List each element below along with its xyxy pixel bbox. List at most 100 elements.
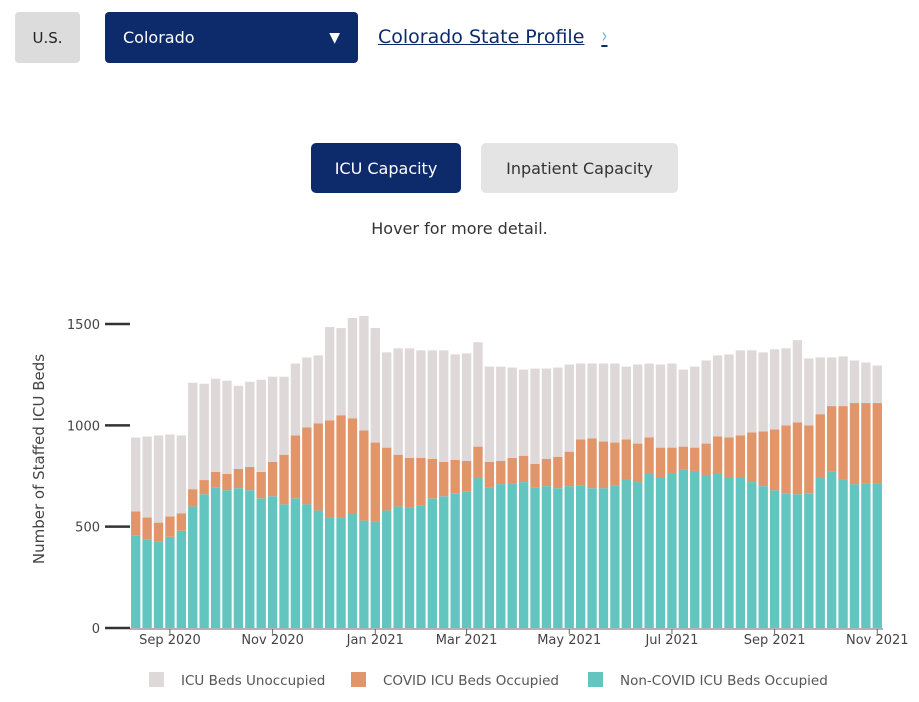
state-profile-link[interactable]: Colorado State Profile › [378, 24, 609, 49]
bar-icu-beds-unoccupied[interactable] [188, 382, 198, 490]
bar-covid-icu-beds-occupied[interactable] [484, 461, 495, 488]
bar-non-covid-icu-beds-occupied[interactable] [267, 496, 278, 628]
bar-covid-icu-beds-occupied[interactable] [872, 403, 882, 484]
bar-non-covid-icu-beds-occupied[interactable] [769, 490, 780, 628]
bar-non-covid-icu-beds-occupied[interactable] [678, 469, 689, 628]
tab-inpatient-capacity[interactable]: Inpatient Capacity [481, 143, 678, 193]
bar-covid-icu-beds-occupied[interactable] [233, 468, 244, 489]
bar-covid-icu-beds-occupied[interactable] [769, 429, 780, 491]
bar-icu-beds-unoccupied[interactable] [461, 353, 472, 461]
bar-covid-icu-beds-occupied[interactable] [279, 454, 289, 505]
bar-non-covid-icu-beds-occupied[interactable] [153, 541, 164, 628]
bar-non-covid-icu-beds-occupied[interactable] [747, 482, 757, 628]
bar-covid-icu-beds-occupied[interactable] [439, 461, 449, 497]
bar-non-covid-icu-beds-occupied[interactable] [838, 479, 848, 628]
bar-icu-beds-unoccupied[interactable] [245, 381, 255, 467]
bar-covid-icu-beds-occupied[interactable] [404, 457, 415, 508]
bar-non-covid-icu-beds-occupied[interactable] [781, 493, 791, 628]
bar-covid-icu-beds-occupied[interactable] [655, 447, 666, 478]
bar-non-covid-icu-beds-occupied[interactable] [575, 485, 586, 628]
bar-icu-beds-unoccupied[interactable] [199, 383, 209, 481]
bar-covid-icu-beds-occupied[interactable] [792, 422, 803, 495]
bar-icu-beds-unoccupied[interactable] [279, 376, 289, 455]
bar-covid-icu-beds-occupied[interactable] [188, 489, 198, 507]
bar-icu-beds-unoccupied[interactable] [256, 379, 266, 472]
bar-non-covid-icu-beds-occupied[interactable] [245, 490, 255, 628]
bar-non-covid-icu-beds-occupied[interactable] [690, 470, 700, 628]
bar-non-covid-icu-beds-occupied[interactable] [804, 493, 814, 628]
bar-non-covid-icu-beds-occupied[interactable] [712, 472, 723, 628]
bar-non-covid-icu-beds-occupied[interactable] [507, 483, 517, 628]
bar-non-covid-icu-beds-occupied[interactable] [439, 496, 449, 628]
bar-non-covid-icu-beds-occupied[interactable] [667, 473, 677, 628]
bar-non-covid-icu-beds-occupied[interactable] [382, 510, 392, 628]
bar-covid-icu-beds-occupied[interactable] [507, 457, 517, 484]
bar-icu-beds-unoccupied[interactable] [792, 340, 803, 423]
bar-icu-beds-unoccupied[interactable] [176, 435, 187, 514]
bar-non-covid-icu-beds-occupied[interactable] [450, 493, 460, 628]
us-button[interactable]: U.S. [15, 12, 80, 63]
bar-covid-icu-beds-occupied[interactable] [712, 436, 723, 473]
bar-non-covid-icu-beds-occupied[interactable] [324, 517, 335, 628]
bar-icu-beds-unoccupied[interactable] [667, 363, 677, 448]
bar-non-covid-icu-beds-occupied[interactable] [256, 498, 266, 628]
bar-non-covid-icu-beds-occupied[interactable] [872, 483, 882, 628]
bar-non-covid-icu-beds-occupied[interactable] [404, 507, 415, 628]
bar-icu-beds-unoccupied[interactable] [484, 366, 495, 462]
bar-icu-beds-unoccupied[interactable] [758, 352, 768, 432]
bar-covid-icu-beds-occupied[interactable] [575, 439, 586, 486]
bar-icu-beds-unoccupied[interactable] [518, 369, 529, 456]
bar-non-covid-icu-beds-occupied[interactable] [655, 477, 666, 628]
bar-covid-icu-beds-occupied[interactable] [416, 457, 426, 506]
bar-icu-beds-unoccupied[interactable] [553, 367, 563, 457]
bar-non-covid-icu-beds-occupied[interactable] [792, 494, 803, 628]
bar-covid-icu-beds-occupied[interactable] [450, 459, 460, 494]
bar-covid-icu-beds-occupied[interactable] [370, 442, 380, 522]
bar-icu-beds-unoccupied[interactable] [233, 385, 244, 469]
bar-icu-beds-unoccupied[interactable] [804, 358, 814, 426]
bar-icu-beds-unoccupied[interactable] [382, 352, 392, 448]
bar-non-covid-icu-beds-occupied[interactable] [359, 520, 369, 628]
bar-icu-beds-unoccupied[interactable] [210, 378, 221, 472]
bar-covid-icu-beds-occupied[interactable] [382, 447, 392, 511]
bar-covid-icu-beds-occupied[interactable] [518, 455, 529, 483]
bar-covid-icu-beds-occupied[interactable] [256, 471, 266, 499]
bar-covid-icu-beds-occupied[interactable] [838, 406, 848, 480]
bar-covid-icu-beds-occupied[interactable] [861, 403, 871, 484]
bar-icu-beds-unoccupied[interactable] [872, 365, 882, 404]
bar-icu-beds-unoccupied[interactable] [735, 350, 746, 436]
bar-non-covid-icu-beds-occupied[interactable] [553, 488, 563, 628]
bar-icu-beds-unoccupied[interactable] [336, 328, 346, 416]
bar-icu-beds-unoccupied[interactable] [621, 366, 631, 440]
bar-non-covid-icu-beds-occupied[interactable] [861, 483, 871, 628]
bar-non-covid-icu-beds-occupied[interactable] [826, 471, 837, 628]
bar-non-covid-icu-beds-occupied[interactable] [233, 488, 244, 628]
bar-covid-icu-beds-occupied[interactable] [610, 442, 620, 486]
bar-covid-icu-beds-occupied[interactable] [804, 425, 814, 494]
bar-covid-icu-beds-occupied[interactable] [324, 420, 335, 518]
bar-icu-beds-unoccupied[interactable] [861, 362, 871, 404]
bar-covid-icu-beds-occupied[interactable] [153, 522, 164, 542]
bar-non-covid-icu-beds-occupied[interactable] [849, 484, 860, 628]
bar-non-covid-icu-beds-occupied[interactable] [484, 487, 495, 628]
bar-icu-beds-unoccupied[interactable] [439, 350, 449, 462]
bar-covid-icu-beds-occupied[interactable] [142, 517, 152, 540]
bar-icu-beds-unoccupied[interactable] [290, 363, 301, 436]
bar-covid-icu-beds-occupied[interactable] [267, 461, 278, 497]
bar-icu-beds-unoccupied[interactable] [507, 367, 517, 458]
bar-non-covid-icu-beds-occupied[interactable] [279, 504, 289, 628]
bar-covid-icu-beds-occupied[interactable] [644, 437, 654, 474]
bar-covid-icu-beds-occupied[interactable] [473, 446, 483, 479]
bar-covid-icu-beds-occupied[interactable] [347, 418, 358, 514]
bar-non-covid-icu-beds-occupied[interactable] [336, 517, 346, 628]
bar-icu-beds-unoccupied[interactable] [404, 348, 415, 458]
bar-icu-beds-unoccupied[interactable] [815, 357, 825, 415]
bar-non-covid-icu-beds-occupied[interactable] [199, 494, 209, 628]
bar-covid-icu-beds-occupied[interactable] [747, 432, 757, 483]
bar-covid-icu-beds-occupied[interactable] [633, 443, 643, 483]
bar-covid-icu-beds-occupied[interactable] [313, 423, 323, 511]
bar-covid-icu-beds-occupied[interactable] [735, 435, 746, 478]
bar-covid-icu-beds-occupied[interactable] [165, 516, 175, 537]
bar-covid-icu-beds-occupied[interactable] [724, 437, 734, 478]
bar-non-covid-icu-beds-occupied[interactable] [461, 491, 472, 628]
